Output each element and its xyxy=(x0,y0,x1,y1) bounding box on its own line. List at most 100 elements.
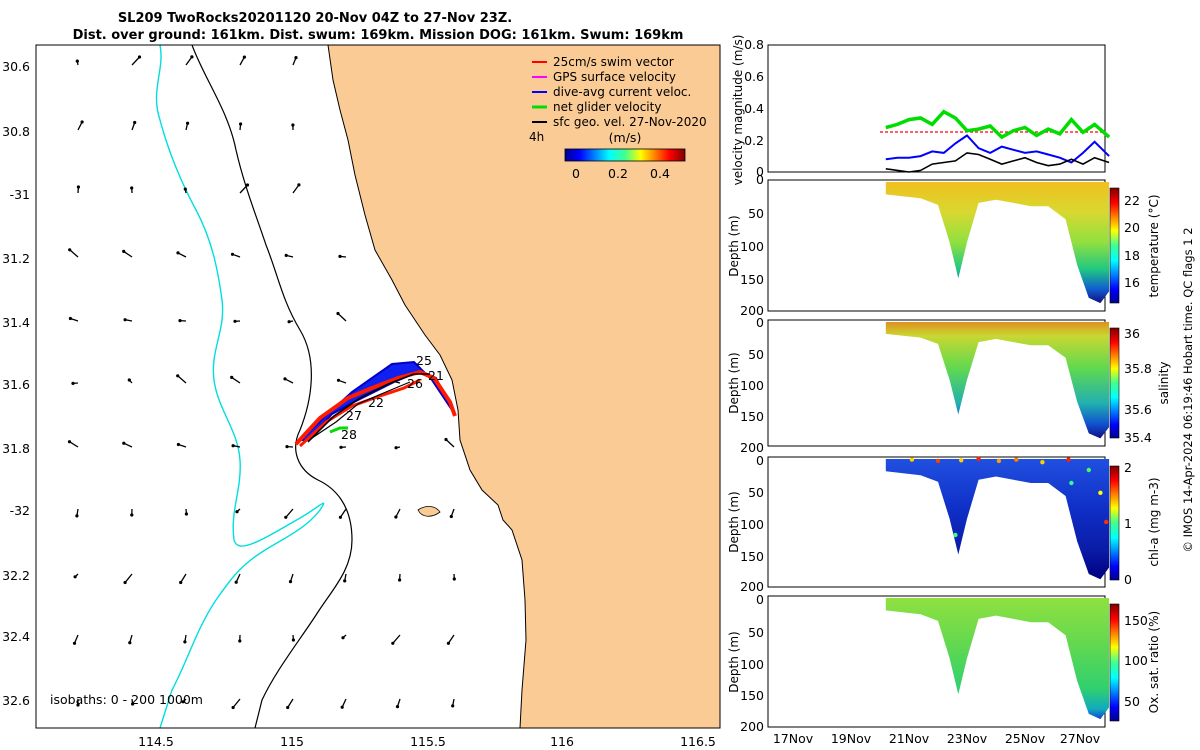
surface-velocity-arrow-head xyxy=(338,515,342,519)
date-tick-19nov: 19Nov xyxy=(831,731,872,746)
temperature-depth-label: Depth (m) xyxy=(727,215,741,276)
surface-velocity-arrow xyxy=(445,439,455,448)
chla-high-point xyxy=(1098,490,1103,495)
map-y-tick: 32.6 xyxy=(2,693,30,708)
surface-velocity-arrow-head xyxy=(231,444,235,448)
track-label-21: 21 xyxy=(428,368,444,383)
surface-velocity-arrow-head xyxy=(176,251,180,255)
surface-velocity-arrow-head xyxy=(67,440,72,444)
legend-swim-vector: 25cm/s swim vector xyxy=(553,55,674,69)
salinity-section xyxy=(885,322,1110,439)
dive-avg-velocity-line xyxy=(885,134,1110,164)
map-x-tick-116: 116 xyxy=(550,734,574,749)
legend-sfc-geo: sfc geo. vel. 27-Nov-2020 xyxy=(553,115,707,129)
surface-velocity-arrow-head xyxy=(122,249,126,253)
surface-velocity-arrow-head xyxy=(76,185,80,189)
chla-high-point xyxy=(1069,480,1074,486)
map-colorbar xyxy=(564,148,686,162)
surface-velocity-arrow-head xyxy=(73,575,77,579)
surface-velocity-arrow-head xyxy=(122,441,126,445)
surface-velocity-arrow-head xyxy=(339,445,343,449)
surface-velocity-arrow-head xyxy=(338,254,342,258)
depth-tick: 200 xyxy=(740,303,764,318)
surface-velocity-arrow-head xyxy=(336,378,341,382)
salinity-cb-label: salinity xyxy=(1157,361,1171,404)
depth-tick: 50 xyxy=(748,485,764,500)
map-frame xyxy=(35,44,721,729)
chla-high-point xyxy=(1014,457,1019,462)
surface-velocity-arrow xyxy=(124,573,133,583)
surface-velocity-arrow-head xyxy=(283,377,287,381)
map-x-tick-1155: 115.5 xyxy=(410,734,446,749)
depth-tick: 0 xyxy=(756,172,764,187)
surface-velocity-arrow-head xyxy=(284,515,288,519)
surface-velocity-arrow-head xyxy=(288,580,293,584)
surface-velocity-arrows xyxy=(67,55,456,710)
surface-velocity-arrow-head xyxy=(451,704,455,708)
sal-cb-tick: 36 xyxy=(1124,326,1140,341)
surface-velocity-arrow-head xyxy=(395,705,400,709)
figure-title-line1: SL209 TwoRocks20201120 20-Nov 04Z to 27-… xyxy=(118,11,512,26)
temp-cb-tick: 22 xyxy=(1124,193,1140,208)
depth-tick: 150 xyxy=(740,272,764,287)
track-label-22: 22 xyxy=(368,395,384,410)
map-y-tick: 31.2 xyxy=(2,251,30,266)
vel-tick-06: 0.6 xyxy=(744,69,764,84)
surface-velocity-arrow-head xyxy=(294,56,298,60)
sfc-geo-velocity-line xyxy=(885,152,1110,173)
chla-high-point xyxy=(959,458,964,463)
surface-velocity-arrow-head xyxy=(123,318,127,322)
surface-velocity-arrow-head xyxy=(291,638,295,642)
depth-tick: 150 xyxy=(740,409,764,424)
map-y-tick: -31 xyxy=(10,187,30,202)
chla-panel: 0 50 100 150 200 Depth (m) 0 1 2 chl-a (… xyxy=(727,453,1161,594)
depth-tick: 50 xyxy=(748,347,764,362)
surface-velocity-arrow-head xyxy=(130,186,134,190)
map-colorbar-unit: (m/s) xyxy=(609,130,642,145)
surface-velocity-arrow-head xyxy=(80,120,84,124)
surface-velocity-arrow-head xyxy=(137,55,142,59)
chla-high-point xyxy=(1040,460,1045,465)
depth-tick: 100 xyxy=(740,239,764,254)
surface-velocity-arrow-head xyxy=(181,700,185,704)
salinity-panel: 0 50 100 150 200 Depth (m) 35.4 35.6 35.… xyxy=(727,315,1171,455)
surface-velocity-arrow-head xyxy=(444,437,448,442)
surface-velocity-arrow-head xyxy=(234,580,238,584)
velocity-ylabel: velocity magnitude (m/s) xyxy=(731,35,745,186)
map-x-tick-1165: 116.5 xyxy=(680,734,716,749)
chla-high-point xyxy=(1104,519,1109,525)
isobath-1000m xyxy=(155,45,325,728)
chla-depth-label: Depth (m) xyxy=(727,491,741,552)
velocity-panel: 0.8 0.6 0.4 0.2 0 velocity magnitude (m/… xyxy=(731,35,1111,186)
oxygen-colorbar xyxy=(1109,603,1120,722)
surface-velocity-arrow-head xyxy=(72,641,77,645)
depth-tick: 0 xyxy=(756,592,764,607)
surface-velocity-arrow-head xyxy=(297,183,301,187)
surface-velocity-arrow xyxy=(231,376,241,384)
surface-velocity-arrow-head xyxy=(238,639,242,643)
oxygen-panel: 0 50 100 150 200 Depth (m) 50 100 150 Ox… xyxy=(727,592,1161,734)
ox-cb-tick: 50 xyxy=(1124,694,1140,709)
surface-velocity-arrow-head xyxy=(239,122,243,126)
isobath-label: isobaths: 0 - 200 1000m xyxy=(50,692,203,707)
map-y-tick: 30.8 xyxy=(2,124,30,139)
surface-velocity-arrow-head xyxy=(231,705,235,710)
map-y-tick: 31.4 xyxy=(2,315,30,330)
depth-tick: 200 xyxy=(740,440,764,455)
depth-tick: 100 xyxy=(740,657,764,672)
map-x-ticks: 114.5 115 115.5 116 116.5 xyxy=(138,734,716,749)
surface-velocity-arrow-head xyxy=(230,375,234,379)
date-tick-25nov: 25Nov xyxy=(1005,731,1046,746)
map-panel[interactable]: 25 21 26 22 27 28 114.5 115 115.5 116 11… xyxy=(2,44,721,749)
figure-title-line2: Dist. over ground: 161km. Dist. swum: 16… xyxy=(73,28,684,43)
surface-velocity-arrow xyxy=(177,375,187,384)
surface-velocity-arrow xyxy=(131,56,140,66)
chla-high-point xyxy=(1086,467,1092,473)
surface-velocity-arrow-head xyxy=(186,121,190,125)
surface-velocity-arrow-head xyxy=(242,55,246,59)
vel-tick-02: 0.2 xyxy=(744,133,764,148)
ox-cb-tick: 150 xyxy=(1124,613,1148,628)
temp-cb-tick: 20 xyxy=(1124,220,1140,235)
map-y-tick: 31.6 xyxy=(2,377,30,392)
legend-net-glider: net glider velocity xyxy=(553,100,661,114)
